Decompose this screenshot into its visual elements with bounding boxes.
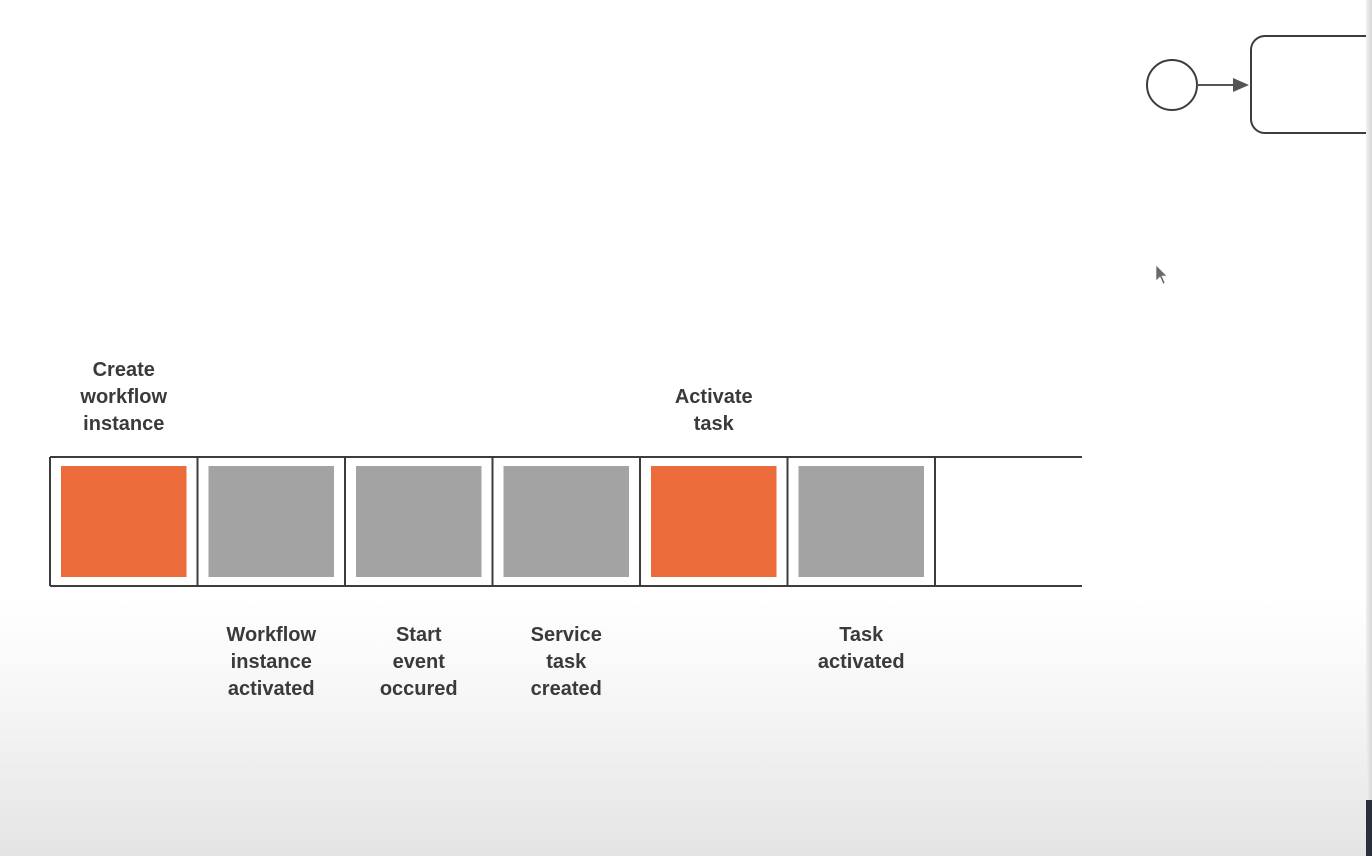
- event-label: Workflow instance activated: [226, 624, 317, 700]
- event-log-stream: [49, 456, 1082, 587]
- event-label: Start event occured: [379, 624, 458, 700]
- event-label: Service task created: [530, 624, 602, 700]
- window-edge: [1366, 0, 1372, 856]
- task-box: [1250, 35, 1372, 134]
- event-record: [208, 466, 334, 577]
- event-label: Task activated: [817, 624, 905, 673]
- command-record: [651, 466, 777, 577]
- command-label: Create workflow instance: [80, 359, 168, 435]
- event-record: [798, 466, 924, 577]
- window-edge-dark: [1366, 800, 1372, 856]
- sequence-flow-arrowhead: [1233, 78, 1249, 92]
- event-record: [503, 466, 629, 577]
- command-record: [61, 466, 187, 577]
- mouse-cursor-icon: [1155, 264, 1168, 285]
- command-label: Activate task: [674, 386, 753, 435]
- start-event-circle: [1146, 59, 1198, 111]
- bpmn-fragment: [1146, 35, 1372, 134]
- event-record: [356, 466, 482, 577]
